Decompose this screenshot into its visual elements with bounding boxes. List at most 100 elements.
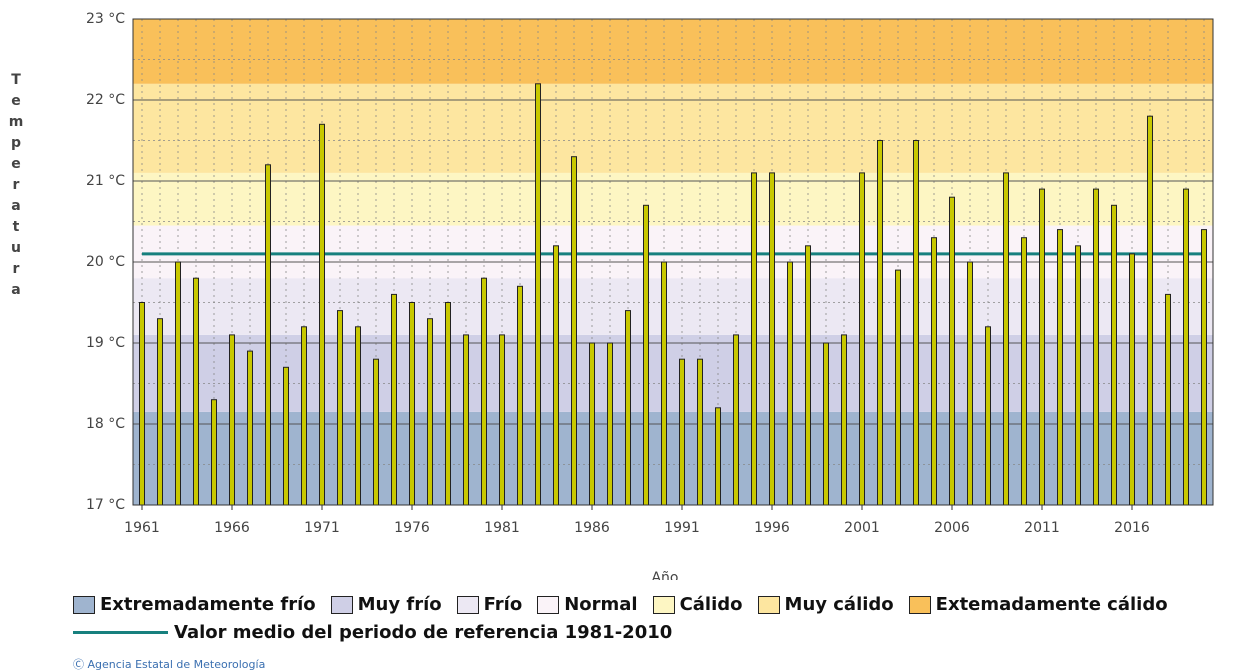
legend-swatch [757,595,780,614]
x-tick-label: 1996 [754,520,790,536]
bar [139,302,145,506]
bar [1129,253,1135,506]
y-tick-label: 23 °C [86,11,125,27]
bar [427,318,433,506]
legend-swatch [73,595,95,614]
bar [463,334,469,506]
legend-swatch [330,595,353,614]
x-tick-label: 1961 [124,520,160,536]
band [133,19,1213,84]
bar [841,334,847,506]
legend-swatch [456,595,479,614]
source: Ⓒ Agencia Estatal de Meteorología [73,658,266,671]
bar [553,245,559,506]
bar [1039,188,1045,506]
bar [679,358,685,506]
band [133,334,1213,412]
legend-item: Frío [456,594,523,615]
bar [1057,229,1063,506]
legend-item: Muy frío [330,594,442,615]
legend-line [73,631,168,634]
x-tick-label: 2006 [934,520,970,536]
bar [1165,293,1171,506]
bar [337,310,343,506]
bar [1075,245,1081,506]
bar [913,140,919,506]
bar [1093,188,1099,506]
bar [481,277,487,506]
legend-item: Extemadamente cálido [908,594,1168,615]
bar [301,326,307,506]
bar [985,326,991,506]
bar [625,310,631,506]
x-tick-label: 1981 [484,520,520,536]
bar [409,302,415,506]
bar [571,156,577,506]
bar [247,350,253,506]
bar [931,237,937,506]
bar [1111,204,1117,506]
band [133,278,1213,335]
bar [1147,115,1153,506]
bar [859,172,865,506]
x-tick-label: 2016 [1114,520,1150,536]
bar [787,261,793,506]
bar [949,196,955,506]
bar [193,277,199,506]
bar [535,83,541,506]
bar [823,342,829,506]
legend-label: Valor medio del periodo de referencia 19… [174,622,673,643]
x-tick-label: 1986 [574,520,610,536]
band [133,172,1213,226]
legend-label: Extemadamente cálido [935,594,1168,615]
x-tick-label: 1976 [394,520,430,536]
bar [895,269,901,506]
x-tick-label: 1971 [304,520,340,536]
bar [373,358,379,506]
bar [445,302,451,506]
legend-label: Frío [483,594,523,615]
bar [355,326,361,506]
legend-swatch [652,595,675,614]
legend-item: Extremadamente frío [73,594,316,615]
y-tick-label: 18 °C [86,416,125,432]
bar [697,358,703,506]
x-axis-label: Año [651,570,678,580]
bar [643,204,649,506]
bar [1003,172,1009,506]
legend-item: Muy cálido [757,594,894,615]
bar [589,342,595,506]
bar [877,140,883,506]
plot-frame [132,18,1214,506]
bar [391,293,397,506]
y-tick-label: 21 °C [86,173,125,189]
bar [211,399,217,506]
band [133,83,1213,173]
legend-label: Normal [564,594,638,615]
legend: Extremadamente frío Muy frío Frío Normal Cál… [73,594,1168,615]
bar [157,318,163,506]
y-axis-label: Temperatura [8,72,24,303]
legend-item: Cálido [652,594,743,615]
legend-label: Extremadamente frío [100,594,316,615]
y-tick-label: 19 °C [86,335,125,351]
legend-swatch [537,595,560,614]
bar [769,172,775,506]
bar [607,342,613,506]
y-tick-label: 20 °C [86,254,125,270]
chart: 17 °C 18 °C 19 °C 20 °C 21 °C 22 °C 23 °C 1961 1… [86,11,1214,580]
bar [1021,237,1027,506]
bar [733,334,739,506]
bar [715,407,721,506]
bar [265,164,271,506]
bar [283,366,289,506]
x-tick-label: 2001 [844,520,880,536]
bar [967,261,973,506]
bar [319,123,325,506]
legend-label: Cálido [679,594,743,615]
legend-swatch [908,595,931,614]
legend-label: Muy frío [357,594,442,615]
x-tick-label: 1991 [664,520,700,536]
x-tick-label: 2011 [1024,520,1060,536]
band [133,411,1213,505]
